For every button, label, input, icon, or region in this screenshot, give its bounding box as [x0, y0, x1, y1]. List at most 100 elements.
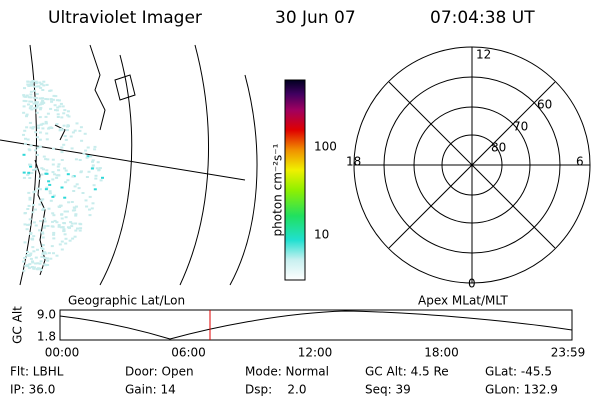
emission [45, 83, 49, 86]
emission [39, 269, 43, 271]
emission [27, 223, 31, 226]
emission [23, 212, 27, 214]
emission [88, 195, 92, 198]
emission [91, 202, 95, 205]
emission [89, 155, 93, 158]
lat-label: 80 [491, 141, 506, 155]
emission [34, 262, 38, 265]
emission [25, 115, 28, 118]
emission [53, 104, 57, 107]
emission [63, 167, 67, 170]
title: Ultraviolet Imager [48, 8, 202, 28]
strip-x-tick: 06:00 [171, 346, 206, 360]
emission [56, 165, 60, 168]
emission [44, 115, 48, 118]
emission [34, 208, 37, 211]
emission [62, 112, 66, 115]
emission [41, 99, 45, 102]
emission [51, 147, 55, 150]
emission [33, 89, 36, 92]
emission [22, 171, 26, 174]
emission [35, 106, 39, 109]
emission [38, 229, 41, 232]
emission [33, 85, 36, 88]
emission [51, 171, 55, 174]
emission [73, 209, 77, 212]
emission [71, 237, 75, 240]
emission [33, 107, 37, 110]
emission [57, 224, 61, 227]
time: 07:04:38 UT [430, 8, 535, 28]
emission [44, 188, 48, 191]
emission [92, 184, 96, 187]
emission [24, 264, 28, 267]
emission [27, 85, 31, 87]
emission [71, 175, 75, 178]
emission [27, 103, 30, 106]
emission [56, 116, 60, 118]
emission [31, 211, 35, 214]
emission [28, 266, 32, 269]
emission [22, 260, 26, 263]
emission [41, 198, 45, 201]
emission [36, 146, 40, 149]
emission [43, 225, 47, 228]
colorbar-label: photon cm⁻²s⁻¹ [271, 143, 285, 236]
emission [77, 187, 81, 190]
emission [83, 132, 87, 135]
emission [42, 155, 46, 158]
emission [29, 144, 33, 147]
emission [38, 103, 42, 106]
emission [22, 269, 26, 272]
emission [49, 199, 53, 202]
emission [26, 264, 29, 267]
emission [42, 168, 45, 171]
emission [49, 98, 53, 101]
emission [58, 105, 62, 108]
emission [36, 101, 40, 104]
emission [36, 267, 40, 270]
emission [66, 173, 70, 176]
emission [66, 179, 70, 182]
emission [61, 226, 65, 229]
emission [63, 109, 67, 112]
mlt-label: 12 [476, 48, 491, 62]
emission [28, 149, 32, 152]
emission [88, 208, 91, 211]
emission [32, 267, 36, 270]
emission [32, 235, 36, 238]
emission [73, 206, 77, 209]
emission [91, 159, 95, 162]
emission [59, 102, 63, 105]
emission [51, 212, 55, 215]
emission [46, 158, 50, 161]
emission [24, 142, 27, 145]
status-field: Gain: 14 [125, 383, 176, 397]
emission [43, 251, 47, 254]
emission [28, 177, 32, 179]
emission [47, 252, 51, 255]
emission [55, 174, 59, 177]
mlt-label: 6 [576, 155, 584, 169]
emission [28, 196, 32, 199]
emission [57, 225, 61, 228]
emission [33, 190, 37, 193]
emission [28, 218, 32, 221]
emission [31, 246, 35, 249]
emission [66, 124, 70, 127]
emission [58, 206, 62, 208]
emission [70, 201, 74, 203]
emission [57, 163, 61, 166]
colorbar-tick: 10 [314, 228, 329, 242]
emission [50, 127, 54, 129]
emission [81, 192, 85, 194]
emission [84, 149, 88, 152]
strip-label: Geographic Lat/Lon [68, 294, 185, 308]
emission [34, 149, 37, 152]
emission [93, 188, 97, 191]
emission [50, 225, 54, 228]
emission [51, 158, 55, 161]
emission [71, 131, 75, 134]
emission [30, 108, 34, 111]
emission [40, 167, 44, 170]
